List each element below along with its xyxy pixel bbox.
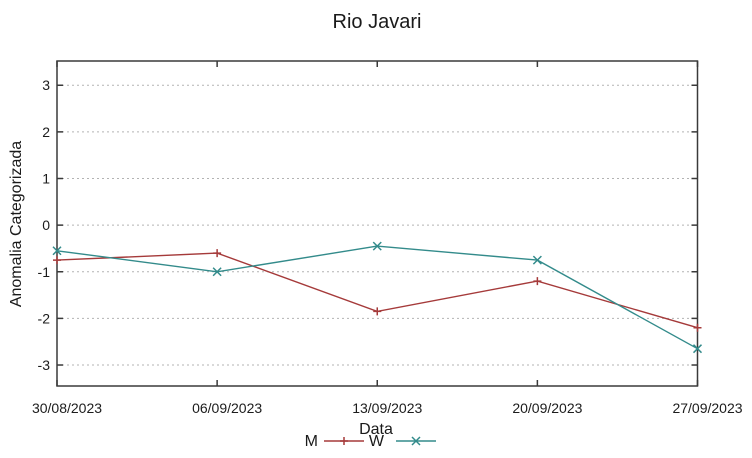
legend-label-w: W [369, 433, 385, 450]
y-tick-label: -2 [38, 310, 51, 326]
data-point-marker [212, 267, 222, 277]
x-tick-label: 13/09/2023 [352, 400, 422, 416]
x-tick-label: 30/08/2023 [32, 400, 102, 416]
y-axis-title: Anomalia Categorizada [8, 141, 25, 307]
series-line-M [56, 252, 698, 329]
legend-sample-w-line [396, 436, 436, 446]
data-point-marker [52, 246, 62, 256]
y-tick-label: 2 [42, 124, 50, 140]
x-axis-title: Data [359, 421, 393, 438]
data-point-marker [533, 277, 542, 286]
y-tick-label: -1 [38, 264, 51, 280]
x-tick-label: 06/09/2023 [192, 400, 262, 416]
legend: M W [305, 433, 436, 450]
plot-border [56, 60, 699, 387]
chart-title: Rio Javari [333, 11, 422, 33]
data-point-marker [213, 249, 222, 258]
y-tick-label: 3 [42, 77, 50, 93]
data-point-marker [693, 323, 702, 332]
y-tick-label: 0 [42, 217, 50, 233]
data-point-marker [411, 436, 421, 446]
data-point-marker [373, 307, 382, 316]
data-point-marker [532, 255, 542, 265]
plot-area: 3 2 1 0 -1 -2 -3 30/08/2023 06/09/2023 13/09/2023… [32, 60, 743, 416]
data-point-marker [340, 437, 348, 445]
data-point-marker [53, 256, 61, 265]
legend-sample-m-line [324, 437, 364, 445]
x-tick-label: 27/09/2023 [672, 400, 742, 416]
series-line-W [56, 245, 698, 350]
x-tick-label: 20/09/2023 [512, 400, 582, 416]
data-point-marker [692, 344, 703, 354]
data-point-marker [372, 241, 382, 251]
y-tick-label: -3 [38, 357, 51, 373]
legend-label-m: M [305, 433, 318, 450]
y-tick-label: 1 [42, 171, 50, 187]
